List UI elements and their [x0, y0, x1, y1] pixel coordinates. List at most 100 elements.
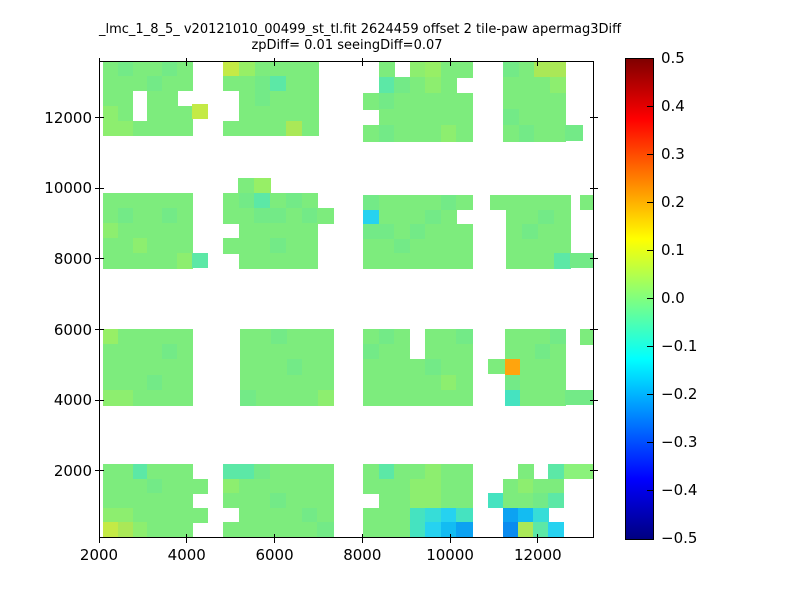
heatmap-cell	[177, 75, 193, 92]
heatmap-cell	[522, 253, 539, 269]
heatmap-cell	[117, 253, 134, 269]
heatmap-cell	[440, 209, 458, 225]
heatmap-cell	[394, 493, 411, 509]
heatmap-cell	[363, 344, 380, 361]
heatmap-cell	[394, 464, 411, 480]
heatmap-cell	[456, 522, 473, 537]
heatmap-cell	[409, 209, 426, 225]
heatmap-cell	[162, 208, 178, 224]
heatmap-cell	[409, 253, 426, 269]
heatmap-cell	[440, 507, 458, 524]
heatmap-cell	[254, 493, 271, 509]
heatmap-cell	[425, 464, 442, 480]
heatmap-cell	[271, 374, 288, 391]
heatmap-cell	[162, 493, 178, 509]
heatmap-cell	[409, 493, 426, 509]
heatmap-cell	[565, 125, 583, 141]
heatmap-cell	[162, 507, 178, 524]
heatmap-cell	[520, 344, 536, 361]
heatmap-cell	[254, 223, 271, 239]
heatmap-cell	[363, 125, 380, 142]
heatmap-cell	[456, 374, 473, 391]
heatmap-cell	[271, 329, 288, 345]
heatmap-cell	[440, 125, 458, 142]
heatmap-cell	[425, 329, 442, 345]
x-tick-bottom	[186, 534, 188, 543]
heatmap-cell	[147, 374, 163, 391]
heatmap-cell	[132, 238, 149, 254]
heatmap-cell	[162, 223, 178, 239]
heatmap-cell	[456, 344, 473, 361]
heatmap-cell	[378, 93, 395, 110]
heatmap-cell	[255, 359, 272, 376]
heatmap-cell	[162, 105, 178, 122]
heatmap-cell	[223, 75, 240, 92]
heatmap-cell	[488, 493, 504, 509]
heatmap-cell	[425, 224, 442, 240]
heatmap-cell	[302, 374, 319, 391]
heatmap-cell	[103, 522, 119, 537]
heatmap-cell	[363, 224, 380, 240]
heatmap-cell	[286, 105, 303, 122]
heatmap-cell	[147, 329, 163, 345]
heatmap-cell	[378, 253, 395, 269]
heatmap-cell	[549, 62, 566, 78]
heatmap-cell	[456, 238, 473, 255]
heatmap-cell	[506, 209, 523, 225]
heatmap-cell	[103, 507, 119, 524]
colorbar-tick-label: 0.4	[661, 97, 685, 115]
heatmap-cell	[192, 253, 208, 268]
heatmap-cell	[132, 193, 149, 209]
heatmap-cell	[117, 120, 134, 137]
heatmap-cell	[162, 193, 178, 209]
heatmap-cell	[286, 62, 303, 77]
heatmap-cell	[440, 238, 458, 255]
y-tick-left	[95, 187, 104, 189]
heatmap-cell	[103, 329, 119, 345]
heatmap-cell	[238, 120, 256, 137]
heatmap-cell	[394, 507, 411, 524]
heatmap-cell	[132, 62, 149, 77]
heatmap-cell	[522, 195, 539, 211]
heatmap-cell	[255, 374, 272, 391]
x-tick-top	[361, 58, 363, 66]
heatmap-cell	[132, 344, 149, 361]
heatmap-cell	[535, 374, 551, 391]
colorbar-tick-label: 0.0	[661, 289, 685, 307]
y-tick-right	[590, 470, 598, 472]
heatmap-cell	[270, 522, 287, 537]
x-tick-label: 6000	[255, 546, 294, 564]
heatmap-cell	[554, 209, 571, 225]
heatmap-cell	[488, 359, 505, 374]
heatmap-cell	[363, 522, 380, 537]
heatmap-cell	[238, 507, 256, 524]
colorbar	[625, 58, 654, 540]
heatmap-cell	[538, 224, 555, 240]
x-tick-label: 12000	[513, 546, 562, 564]
heatmap-cell	[440, 329, 458, 345]
heatmap-cell	[394, 478, 411, 494]
heatmap-cell	[147, 253, 163, 269]
heatmap-cell	[223, 62, 240, 77]
heatmap-cell	[548, 464, 565, 480]
heatmap-cell	[409, 374, 426, 391]
heatmap-cell	[117, 389, 134, 406]
heatmap-cell	[378, 493, 395, 509]
heatmap-cell	[162, 389, 178, 406]
heatmap-cell	[503, 93, 520, 110]
heatmap-cell	[132, 493, 149, 509]
heatmap-cell	[518, 62, 535, 78]
heatmap-cell	[565, 390, 593, 405]
heatmap-cell	[285, 522, 303, 537]
heatmap-cell	[192, 104, 208, 119]
heatmap-cell	[518, 522, 534, 537]
heatmap-cell	[409, 359, 426, 376]
heatmap-cell	[456, 464, 473, 480]
heatmap-cell	[301, 208, 318, 224]
heatmap-cell	[238, 253, 256, 269]
heatmap-cell	[302, 359, 319, 376]
heatmap-cell	[440, 359, 458, 376]
y-tick-right	[590, 187, 598, 189]
heatmap-cell	[285, 193, 303, 209]
